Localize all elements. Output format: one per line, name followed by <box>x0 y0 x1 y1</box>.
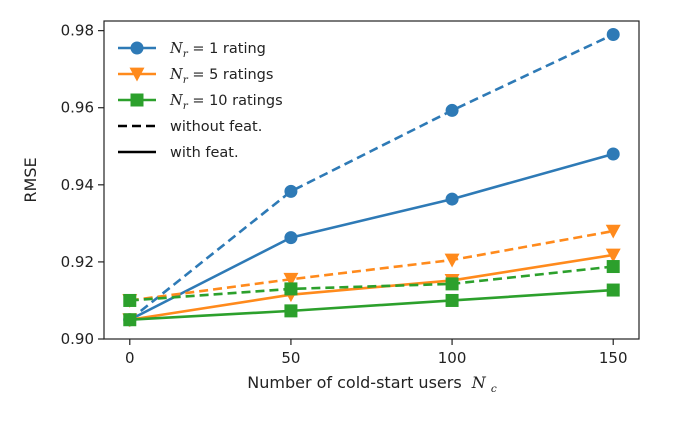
data-point <box>605 224 621 239</box>
legend-math: N <box>169 41 184 57</box>
legend-text: = 1 rating <box>188 41 266 57</box>
legend-label: Nr = 5 ratings <box>169 67 273 86</box>
data-point <box>123 293 137 307</box>
x-axis-label-math: N <box>471 373 487 392</box>
series-line <box>129 288 614 322</box>
series-4 <box>123 260 620 307</box>
series-layer <box>122 27 621 328</box>
legend-marker <box>129 67 145 82</box>
series-line <box>129 152 614 321</box>
x-tick-label: 100 <box>438 349 467 367</box>
legend-text: = 10 ratings <box>188 93 283 109</box>
legend-entry-0: Nr = 1 rating <box>118 41 266 60</box>
data-point <box>445 192 459 206</box>
legend-label: Nr = 10 ratings <box>169 93 283 112</box>
x-axis-label-math-sub: c <box>491 383 497 395</box>
plot-frame <box>103 20 640 340</box>
y-tick-label: 0.98 <box>61 22 94 40</box>
series-line <box>129 265 614 302</box>
data-point <box>605 248 621 263</box>
data-point <box>283 272 299 287</box>
data-point <box>445 103 459 117</box>
data-point <box>445 293 459 307</box>
data-point <box>123 313 137 327</box>
x-tick-label: 50 <box>281 349 300 367</box>
data-point <box>284 231 298 245</box>
y-tick-label: 0.90 <box>61 330 94 348</box>
y-axis-label: RMSE <box>21 157 40 202</box>
y-tick-label: 0.92 <box>61 253 94 271</box>
legend-label: with feat. <box>170 145 239 161</box>
x-axis-label: Number of cold-start users N c <box>247 373 497 395</box>
legend-entry-3: without feat. <box>118 119 262 135</box>
legend-math: N <box>169 67 184 83</box>
legend-entry-1: Nr = 5 ratings <box>118 67 273 86</box>
legend-text: = 5 ratings <box>188 67 274 83</box>
data-point <box>606 260 620 274</box>
data-point <box>444 253 460 268</box>
data-point <box>606 147 620 161</box>
data-point <box>606 283 620 297</box>
legend-label: Nr = 1 rating <box>169 41 266 60</box>
data-point <box>284 184 298 198</box>
y-tick-label: 0.96 <box>61 99 94 117</box>
series-line <box>129 229 614 302</box>
x-tick-label: 150 <box>599 349 628 367</box>
x-axis-label-text: Number of cold-start users <box>247 373 461 392</box>
legend-entry-4: with feat. <box>118 145 239 161</box>
legend-math-sub: r <box>183 48 189 60</box>
y-tick-label: 0.94 <box>61 176 94 194</box>
series-line <box>128 33 614 321</box>
axis-ticks: 0 50 100 150 0.90 0.92 0.94 0.96 0.98 <box>61 22 628 367</box>
legend-math-sub: r <box>183 100 189 112</box>
legend-math-sub: r <box>183 74 189 86</box>
series-5 <box>123 283 620 327</box>
legend-math: N <box>169 93 184 109</box>
legend-label: without feat. <box>170 119 262 135</box>
data-point <box>284 282 298 296</box>
data-point <box>606 27 620 41</box>
legend-marker <box>130 93 144 107</box>
data-point <box>284 304 298 318</box>
x-tick-label: 0 <box>125 349 135 367</box>
data-point <box>445 277 459 291</box>
legend-marker <box>130 41 144 55</box>
legend-entry-2: Nr = 10 ratings <box>118 93 283 112</box>
